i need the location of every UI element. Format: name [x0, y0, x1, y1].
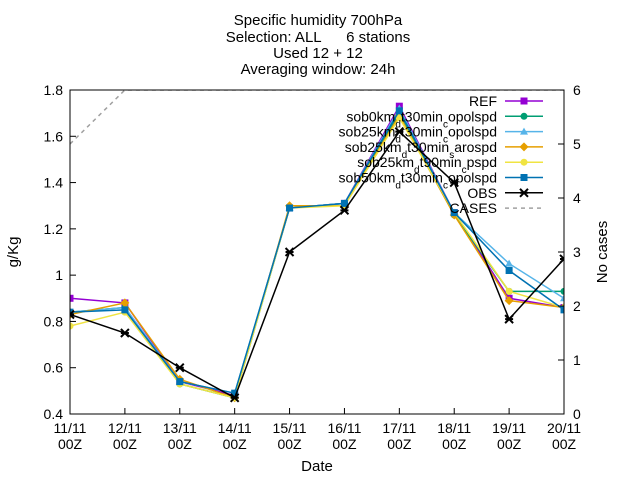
legend-label: sob25kmdt30minsarospd [345, 139, 497, 161]
title-line-4: Averaging window: 24h [241, 61, 396, 78]
data-point [449, 177, 459, 188]
y2-axis-title: No cases [594, 221, 611, 284]
legend-item: CASES [450, 200, 543, 216]
legend-marker [520, 127, 528, 135]
legend-item: OBS [467, 185, 543, 201]
x-tick-label: 16/11 00Z [327, 420, 361, 452]
data-point [70, 322, 74, 330]
y2-tick-label: 1 [573, 352, 581, 368]
data-point [504, 314, 514, 324]
data-point [394, 126, 405, 137]
legend-marker [520, 97, 528, 105]
data-point [339, 205, 350, 216]
data-point [560, 294, 564, 302]
y-tick-label: 1.8 [44, 82, 64, 98]
legend-item: sob50kmdt30mincopolspd [339, 170, 543, 192]
legend-marker [519, 188, 529, 198]
data-point [450, 209, 458, 217]
y2-tick-label: 6 [573, 82, 581, 98]
title-line-2: Selection: ALL 6 stations [226, 29, 411, 46]
axes: 0.4 0.6 0.8 1 1.2 1.4 1.6 1.8 0 1 2 3 4 5 6 11/11 00Z 12/… [44, 82, 582, 452]
data-point [120, 298, 130, 308]
legend-item: REF [469, 93, 543, 109]
legend-marker [520, 112, 528, 120]
series-layer [70, 102, 564, 403]
legend-item: sob25kmdt90mincpspd [357, 154, 543, 176]
data-point [505, 259, 514, 267]
data-point [284, 247, 295, 257]
x-tick-label: 13/11 00Z [163, 420, 197, 452]
data-point [175, 363, 185, 373]
y2-tick-label: 2 [573, 298, 581, 314]
legend-marker [519, 142, 529, 152]
legend-marker [520, 158, 528, 166]
legend-item: sob25kmdt30mincopolspd [339, 124, 543, 146]
data-point [340, 199, 348, 207]
x-tick-label: 12/11 00Z [108, 420, 142, 452]
data-point [505, 287, 513, 295]
series-7 [70, 126, 564, 403]
data-point [231, 389, 239, 397]
legend-item: sob25kmdt30minsarospd [345, 139, 543, 161]
x-tick-label: 20/11 00Z [547, 420, 581, 452]
data-point [286, 204, 294, 212]
x-tick-label: 11/11 00Z [54, 420, 87, 452]
y-tick-label: 1.4 [44, 175, 64, 191]
legend-label: sob0kmdt30mincopolspd [346, 108, 497, 130]
y-axis-title: g/Kg [5, 237, 22, 268]
data-point [70, 294, 74, 302]
y-tick-label: 1 [55, 267, 63, 283]
data-point [560, 287, 564, 295]
data-point [504, 296, 514, 306]
data-point [559, 254, 564, 264]
data-point [121, 306, 129, 314]
legend-label: sob25kmdt90mincpspd [357, 154, 497, 176]
legend-label: CASES [450, 200, 497, 216]
data-point [395, 114, 403, 122]
x-tick-label: 18/11 00Z [437, 420, 471, 452]
legend-label: REF [469, 93, 497, 109]
data-point [176, 378, 184, 386]
y2-tick-label: 3 [573, 244, 581, 260]
title-line-3: Used 12 + 12 [273, 45, 363, 62]
y-tick-label: 1.2 [44, 221, 64, 237]
legend-label: OBS [467, 185, 497, 201]
y2-tick-label: 5 [573, 136, 581, 152]
title-line-1: Specific humidity 700hPa [234, 12, 403, 29]
y-tick-label: 0.6 [44, 360, 64, 376]
data-point [395, 107, 403, 115]
y-tick-label: 1.6 [44, 128, 64, 144]
chart-title: Specific humidity 700hPa Selection: ALL … [226, 12, 411, 78]
x-tick-label: 14/11 00Z [218, 420, 252, 452]
series-line [70, 109, 564, 395]
y2-tick-label: 0 [573, 406, 581, 422]
legend-marker [520, 174, 528, 181]
x-axis-title: Date [301, 458, 333, 475]
data-point [229, 393, 240, 403]
data-point [505, 267, 513, 275]
series-line [70, 130, 564, 399]
y-tick-label: 0.8 [44, 313, 64, 329]
x-tick-label: 15/11 00Z [273, 420, 307, 452]
legend-item: sob0kmdt30mincopolspd [346, 108, 543, 130]
y2-tick-label: 4 [573, 190, 581, 206]
data-point [70, 309, 75, 320]
legend-label: sob50kmdt30mincopolspd [339, 170, 497, 192]
x-tick-label: 17/11 00Z [382, 420, 416, 452]
x-tick-label: 19/11 00Z [492, 420, 526, 452]
y-tick-label: 0.4 [44, 406, 64, 422]
data-point [560, 306, 564, 314]
data-point [120, 328, 130, 338]
legend-label: sob25kmdt30mincopolspd [339, 124, 497, 146]
legend: REFsob0kmdt30mincopolspdsob25kmdt30minco… [339, 93, 543, 216]
